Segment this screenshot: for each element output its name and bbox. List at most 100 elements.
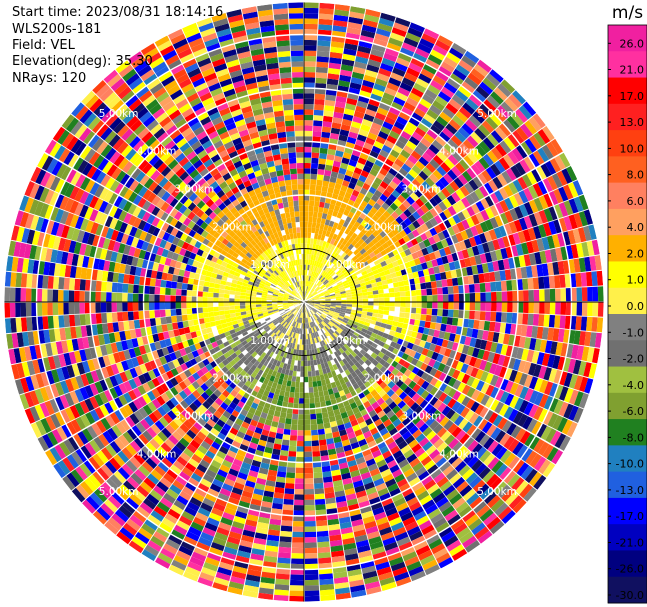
velocity-gate [432, 154, 444, 166]
velocity-gate [282, 434, 290, 441]
velocity-gate [203, 317, 210, 324]
velocity-gate [128, 320, 135, 330]
velocity-gate [445, 123, 458, 135]
velocity-gate [308, 211, 314, 217]
velocity-gate [442, 286, 449, 295]
velocity-gate [304, 547, 318, 554]
velocity-gate [311, 163, 319, 169]
velocity-gate [584, 331, 592, 347]
velocity-gate [435, 180, 445, 191]
velocity-gate [335, 235, 342, 242]
velocity-gate [364, 264, 371, 271]
velocity-gate [356, 100, 368, 109]
velocity-gate [402, 199, 411, 209]
velocity-gate [361, 234, 369, 242]
velocity-gate [382, 210, 391, 219]
velocity-gate [423, 327, 430, 335]
velocity-gate [552, 328, 560, 342]
velocity-gate [434, 273, 442, 281]
velocity-gate [309, 195, 315, 201]
velocity-gate [407, 272, 414, 280]
velocity-gate [325, 297, 331, 300]
velocity-gate [239, 295, 246, 299]
velocity-gate [316, 66, 328, 74]
velocity-gate [376, 107, 389, 116]
velocity-gate [342, 152, 352, 160]
velocity-gate [333, 14, 349, 22]
velocity-gate [325, 230, 331, 237]
velocity-gate [305, 269, 308, 276]
velocity-gate [340, 307, 347, 311]
velocity-gate [283, 396, 289, 403]
velocity-gate [468, 284, 475, 293]
velocity-gate [320, 285, 326, 290]
velocity-gate [347, 267, 354, 273]
velocity-gate [373, 140, 384, 150]
velocity-gate [550, 248, 558, 262]
velocity-gate [304, 189, 310, 196]
velocity-gate [333, 286, 339, 291]
velocity-gate [312, 265, 316, 272]
velocity-gate [438, 201, 448, 212]
velocity-gate [319, 196, 326, 203]
velocity-gate [160, 317, 167, 325]
velocity-gate [307, 371, 312, 377]
velocity-gate [373, 273, 381, 279]
velocity-gate [133, 284, 139, 294]
velocity-gate [282, 504, 294, 511]
velocity-gate [512, 302, 518, 313]
velocity-gate [280, 450, 289, 457]
velocity-gate [552, 355, 561, 370]
velocity-gate [395, 172, 405, 182]
velocity-gate [428, 252, 437, 261]
velocity-gate [340, 124, 351, 132]
velocity-gate [525, 266, 533, 278]
velocity-gate [304, 344, 307, 351]
velocity-gate [304, 350, 307, 356]
velocity-gate [412, 220, 421, 229]
velocity-gate [234, 294, 241, 299]
velocity-gate [479, 221, 489, 233]
velocity-gate [304, 248, 307, 254]
velocity-gate [316, 530, 329, 537]
velocity-gate [565, 302, 572, 316]
velocity-gate [304, 408, 310, 415]
velocity-gate [399, 229, 407, 238]
velocity-gate [410, 265, 418, 273]
velocity-gate [428, 197, 438, 208]
velocity-gate [106, 292, 112, 302]
velocity-gate [413, 257, 421, 266]
velocity-gate [539, 339, 548, 353]
velocity-gate [304, 232, 308, 238]
velocity-gate [294, 392, 300, 399]
velocity-gate [420, 204, 430, 214]
velocity-gate [360, 170, 370, 178]
velocity-gate [528, 185, 539, 199]
velocity-gate [531, 168, 542, 183]
velocity-gate [381, 242, 390, 250]
velocity-gate [42, 316, 49, 330]
velocity-gate [436, 165, 447, 177]
velocity-gate [304, 162, 311, 169]
velocity-gate [458, 285, 465, 294]
velocity-gate [502, 119, 516, 133]
velocity-gate [540, 162, 552, 178]
velocity-gate [318, 163, 326, 170]
velocity-gate [423, 28, 440, 40]
velocity-gate [308, 381, 313, 388]
velocity-gate [320, 246, 325, 252]
velocity-gate [338, 134, 348, 142]
velocity-gate [336, 302, 342, 304]
velocity-gate [449, 73, 464, 86]
velocity-gate [526, 170, 538, 185]
velocity-gate [315, 261, 320, 267]
velocity-gate [448, 294, 454, 302]
velocity-gate [423, 254, 432, 262]
velocity-gate [304, 243, 307, 249]
velocity-gate [373, 248, 381, 256]
velocity-gate [69, 314, 76, 327]
velocity-gate [484, 219, 494, 231]
velocity-gate [432, 100, 445, 112]
velocity-gate [594, 255, 602, 271]
velocity-gate [287, 375, 293, 382]
